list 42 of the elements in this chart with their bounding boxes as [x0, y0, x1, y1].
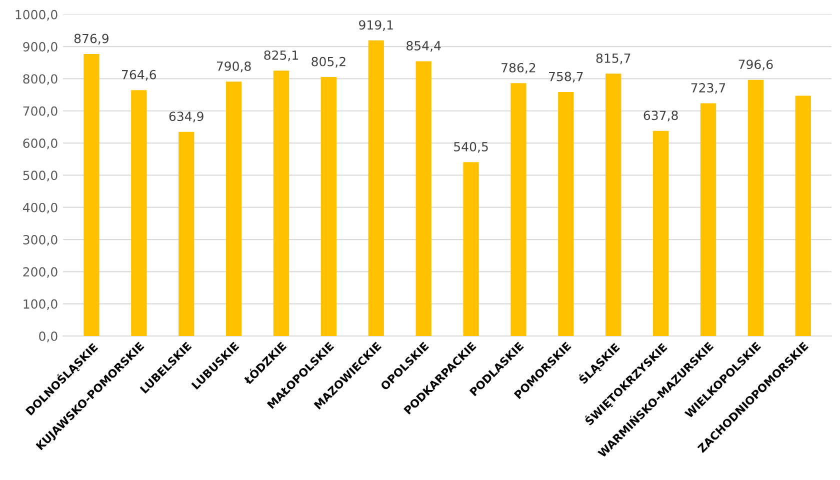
data-label: 854,4 [406, 41, 441, 52]
bar [652, 130, 669, 336]
y-tick-label: 700,0 [23, 106, 58, 118]
data-label: 634,9 [169, 112, 204, 122]
data-label: 790,8 [216, 61, 251, 72]
y-tick-label: 800,0 [23, 74, 58, 85]
data-label: 637,8 [644, 110, 678, 122]
y-tick-label: 200,0 [23, 267, 58, 278]
y-tick-label: 0,0 [39, 331, 58, 342]
bar [463, 162, 479, 336]
data-label: 764,6 [122, 70, 156, 81]
data-label: 786,2 [502, 62, 536, 74]
y-tick-label: 1000,0 [16, 10, 58, 21]
data-label: 815,7 [596, 53, 630, 64]
y-tick-label: 100,0 [24, 299, 58, 310]
data-label: 876,9 [74, 34, 108, 45]
y-tick-label: 300,0 [23, 234, 58, 246]
data-label: 758,7 [549, 72, 583, 83]
bar [748, 80, 764, 336]
bar [368, 40, 384, 336]
bar [320, 77, 337, 336]
bar [84, 54, 100, 336]
bar [795, 96, 811, 336]
bar [558, 92, 574, 336]
data-label: 825,1 [264, 50, 298, 62]
bar [700, 103, 716, 336]
bar [131, 90, 147, 336]
y-tick-label: 500,0 [23, 170, 58, 182]
data-label: 919,1 [359, 20, 393, 31]
bar [273, 70, 290, 336]
bar [178, 132, 194, 336]
data-label: 540,5 [454, 142, 488, 153]
data-label: 805,2 [312, 56, 346, 68]
bar [226, 82, 242, 336]
y-tick-label: 900,0 [23, 42, 58, 53]
data-label: 796,6 [738, 60, 773, 70]
y-tick-label: 400,0 [22, 202, 58, 214]
y-tick-label: 600,0 [23, 138, 58, 150]
bar [416, 61, 432, 336]
data-label: 723,7 [691, 83, 726, 94]
bar [606, 74, 622, 336]
bar [510, 83, 526, 336]
